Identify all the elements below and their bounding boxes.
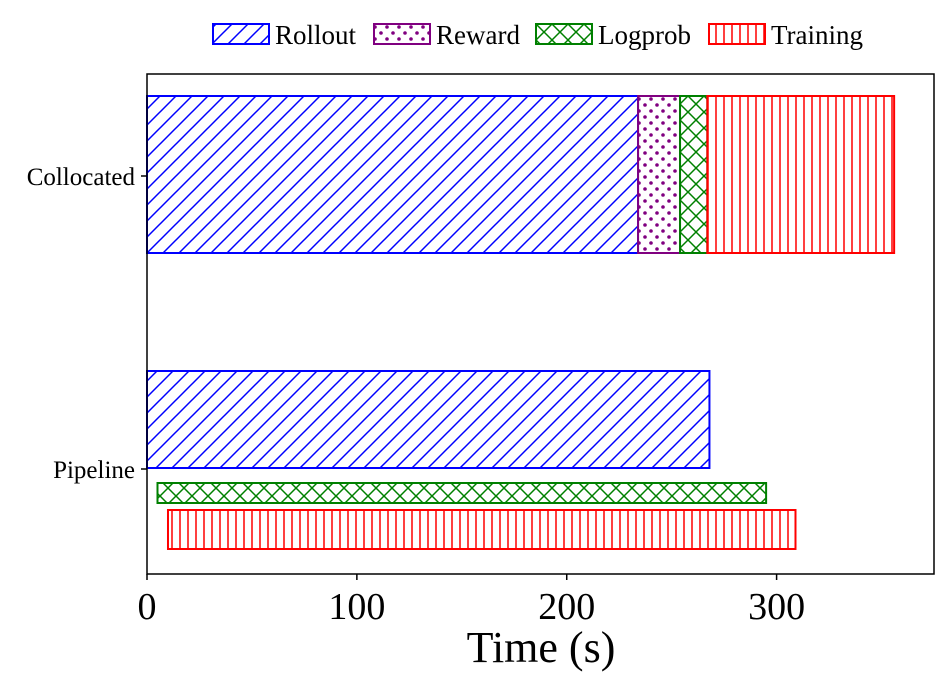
y-tick-label-pipeline: Pipeline [53, 457, 135, 484]
x-tick-label: 0 [138, 586, 157, 628]
legend-swatch-logprob [535, 23, 593, 45]
x-tick-label: 200 [538, 586, 595, 628]
axes-frame [146, 73, 935, 575]
legend-swatch-rollout [212, 23, 270, 45]
bar-collocated-training [706, 95, 896, 254]
bar-collocated-rollout [146, 95, 640, 254]
legend-item-reward: Reward [373, 20, 520, 50]
x-axis-title: Time (s) [467, 623, 616, 672]
legend-item-rollout: Rollout [212, 20, 357, 50]
y-tick-label-collocated: Collocated [27, 164, 136, 191]
legend-label-logprob: Logprob [598, 20, 691, 50]
legend-item-training: Training [708, 20, 863, 50]
x-tick-label: 300 [748, 586, 805, 628]
legend-label-rollout: Rollout [275, 20, 357, 50]
bar-pipeline-logprob [156, 482, 768, 504]
bar-collocated-reward [637, 95, 682, 254]
x-tick-label: 100 [328, 586, 385, 628]
legend-swatch-training [708, 23, 766, 45]
plot-area: 0 100 200 300 Collocated Pipeline [27, 73, 935, 628]
legend-label-training: Training [771, 20, 863, 50]
bar-collocated-logprob [679, 95, 709, 254]
legend: Rollout Reward Logprob Training [212, 20, 863, 50]
legend-swatch-reward [373, 23, 431, 45]
legend-label-reward: Reward [436, 20, 520, 50]
bar-pipeline-rollout [146, 370, 711, 469]
legend-item-logprob: Logprob [535, 20, 691, 50]
bar-pipeline-training [166, 509, 797, 550]
